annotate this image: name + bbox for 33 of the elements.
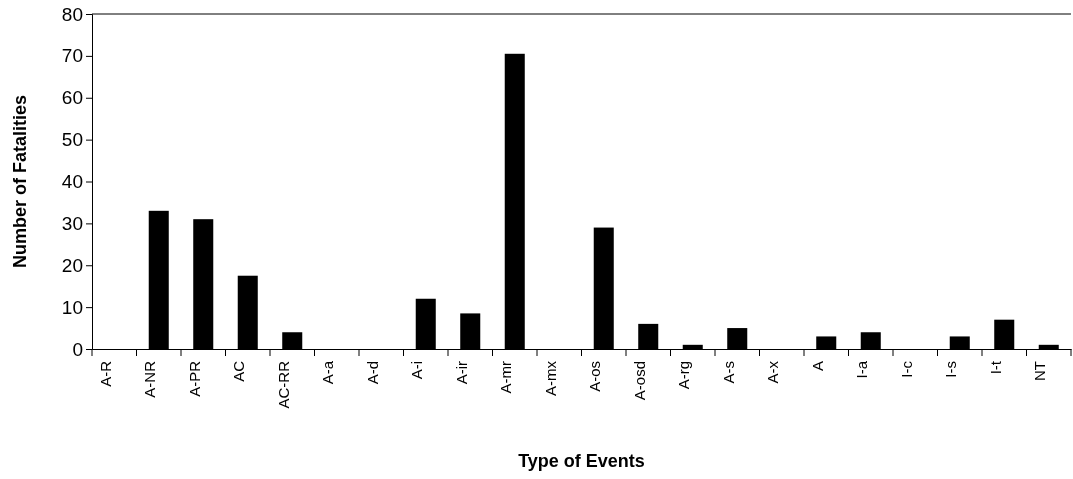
y-tick-label: 40 bbox=[61, 171, 83, 193]
y-tick-label: 80 bbox=[61, 3, 83, 25]
y-tick-label: 30 bbox=[61, 212, 83, 234]
y-tick-label: 20 bbox=[61, 254, 83, 276]
x-tick-label: A bbox=[808, 361, 826, 372]
y-tick-label: 0 bbox=[72, 338, 83, 360]
y-tick-label: 70 bbox=[61, 45, 83, 67]
x-tick-label: AC-RR bbox=[274, 360, 292, 409]
x-tick-label: A-osd bbox=[630, 361, 648, 401]
x-tick-label: I-a bbox=[853, 360, 870, 379]
x-tick-label: I-s bbox=[942, 361, 959, 378]
x-tick-label: A-ir bbox=[452, 361, 470, 385]
x-tick-label: A-mx bbox=[541, 360, 559, 396]
x-tick-label: A-mr bbox=[497, 361, 514, 394]
x-tick-label: A-d bbox=[363, 361, 381, 385]
x-tick-label: A-R bbox=[96, 360, 114, 387]
y-axis-title: Number of Fatalities bbox=[10, 94, 30, 269]
x-tick-label: I-t bbox=[986, 360, 1004, 375]
x-tick-label: A-x bbox=[764, 360, 781, 384]
x-tick-label: I-c bbox=[897, 360, 915, 378]
x-tick-label: A-os bbox=[586, 361, 603, 392]
x-tick-label: NT bbox=[1031, 361, 1048, 381]
x-tick-label: A-rg bbox=[675, 361, 692, 390]
x-axis-title: Type of Events bbox=[518, 451, 645, 471]
x-tick-label: A-a bbox=[319, 360, 336, 385]
x-tick-label: A-i bbox=[408, 361, 425, 380]
x-tick-label: A-PR bbox=[185, 360, 203, 397]
x-tick-label: A-s bbox=[719, 361, 737, 384]
y-tick-label: 50 bbox=[61, 129, 83, 151]
x-tick-label: A-NR bbox=[141, 360, 158, 398]
y-tick-label: 60 bbox=[61, 87, 83, 109]
y-tick-label: 10 bbox=[61, 296, 83, 318]
x-tick-label: AC bbox=[230, 360, 247, 382]
